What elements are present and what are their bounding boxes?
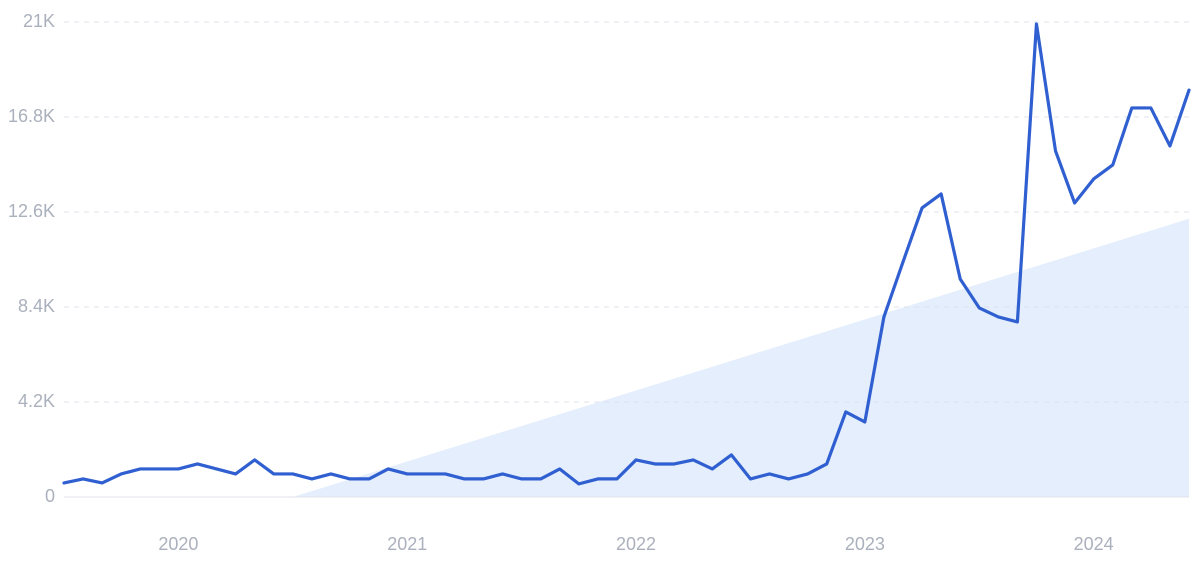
x-tick-label: 2021 bbox=[387, 534, 427, 554]
trend-area bbox=[292, 218, 1189, 498]
x-tick-label: 2020 bbox=[158, 534, 198, 554]
y-tick-label: 0 bbox=[45, 486, 55, 506]
y-tick-label: 8.4K bbox=[18, 296, 55, 316]
y-tick-label: 12.6K bbox=[8, 201, 55, 221]
line bbox=[62, 22, 1191, 486]
y-tick-label: 4.2K bbox=[18, 391, 55, 411]
x-tick-label: 2024 bbox=[1074, 534, 1114, 554]
y-tick-label: 16.8K bbox=[8, 106, 55, 126]
y-tick-label: 21K bbox=[23, 11, 55, 31]
x-tick-label: 2023 bbox=[845, 534, 885, 554]
x-tick-label: 2022 bbox=[616, 534, 656, 554]
